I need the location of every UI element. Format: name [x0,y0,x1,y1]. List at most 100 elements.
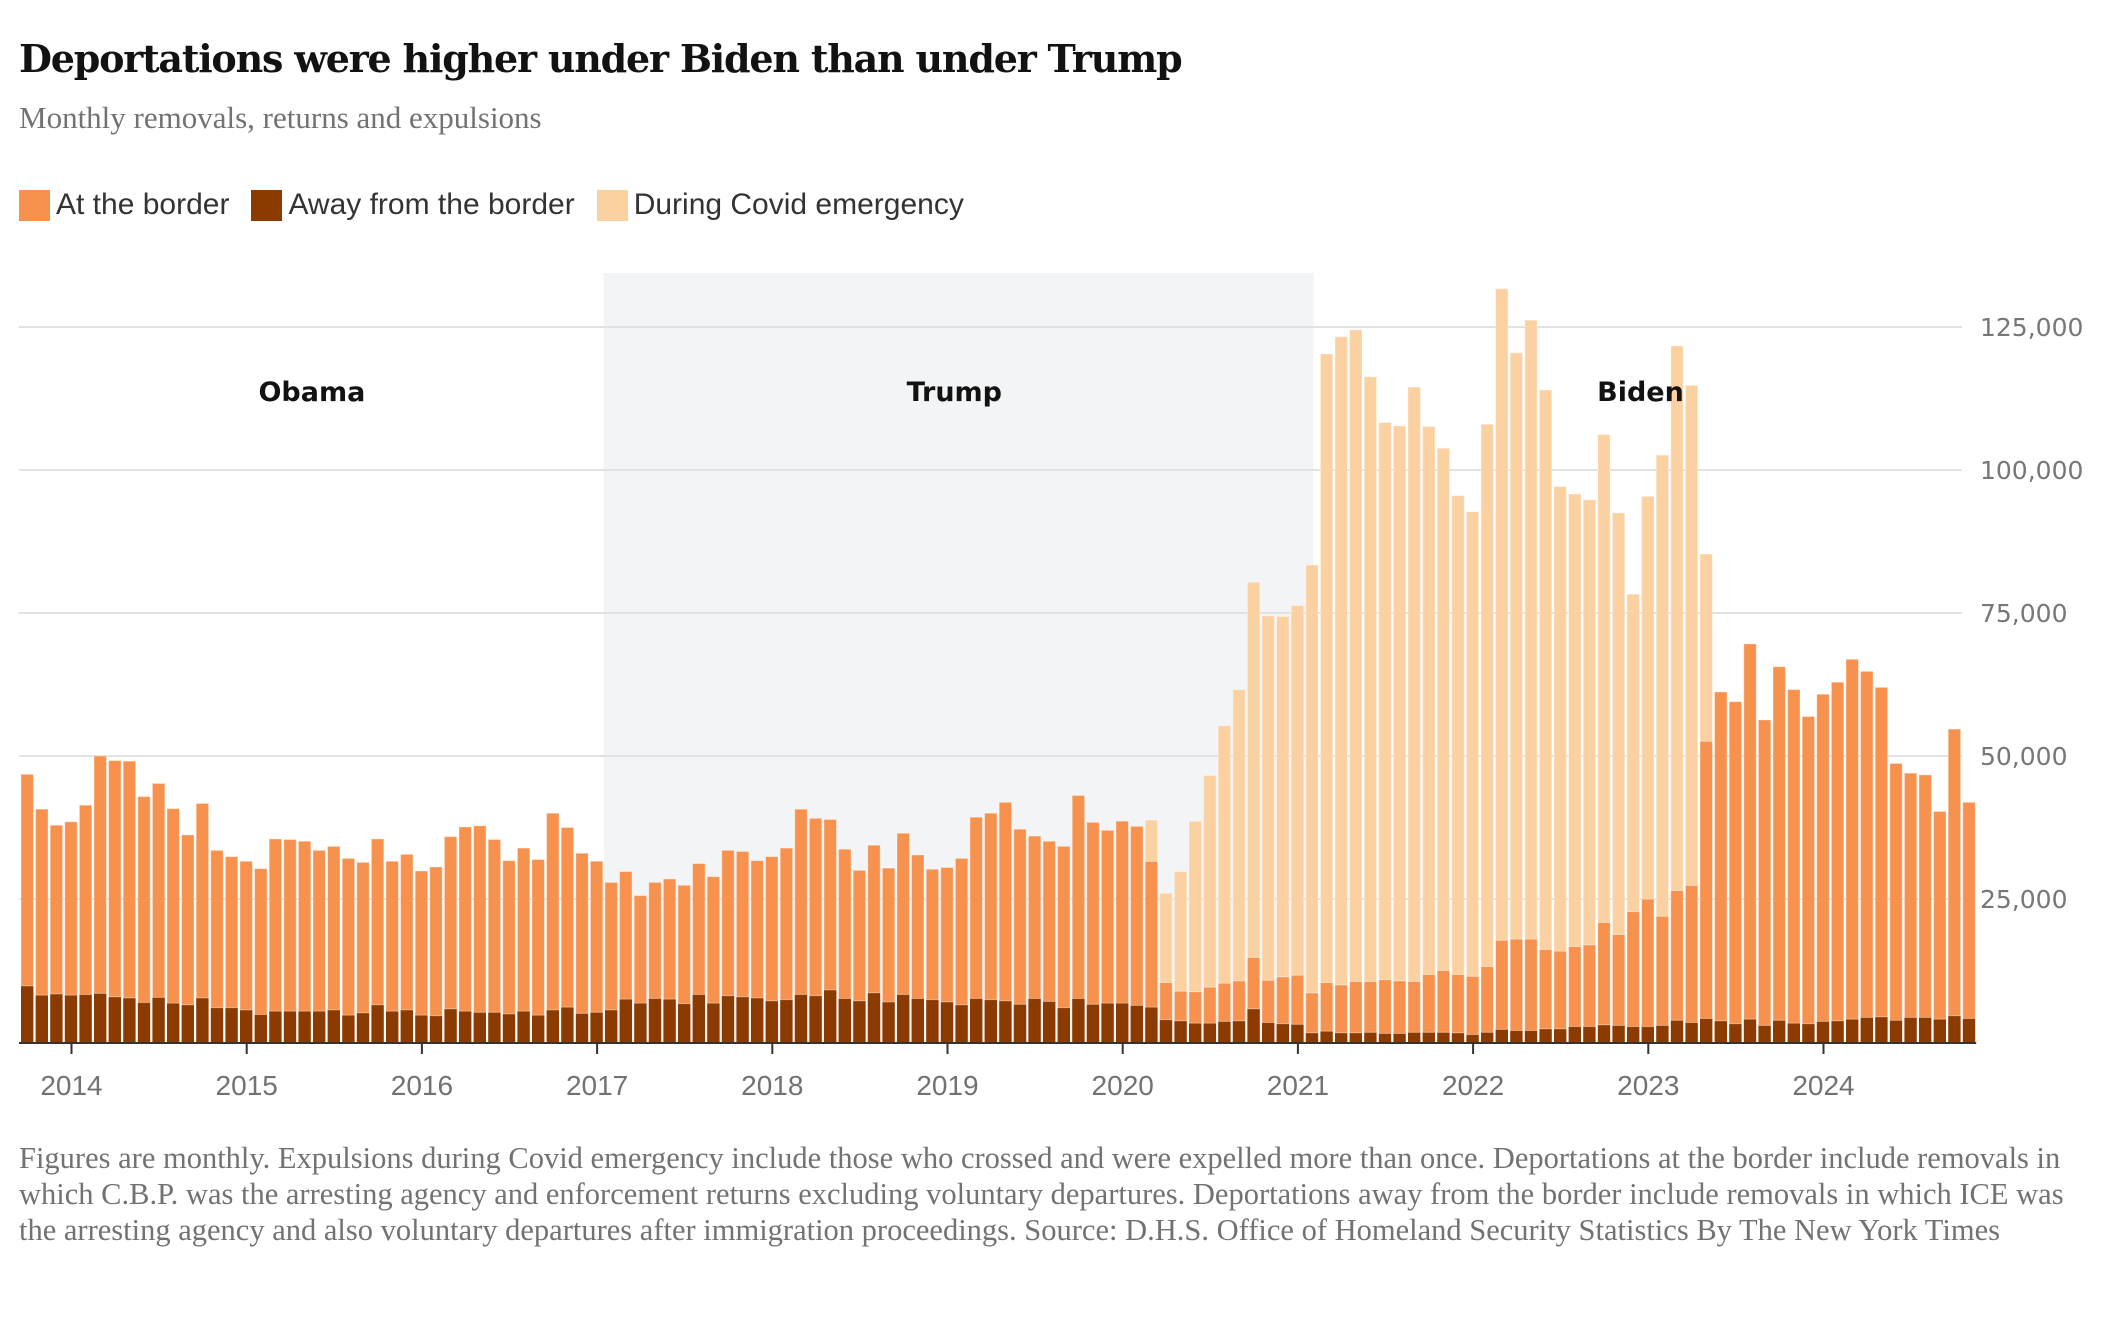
month-bar [1480,423,1494,1042]
bar-segment-away [517,1011,530,1042]
chart-subtitle: Monthly removals, returns and expulsions [19,100,542,135]
bar-segment-border [1728,701,1743,1025]
bar-segment-border [575,852,589,1014]
bar-segment-away [1378,1033,1392,1042]
bar-segment-away [765,1000,778,1042]
bar-segment-covid [1568,493,1582,947]
bar-segment-border [473,825,487,1013]
month-bar [1319,353,1334,1042]
bar-segment-away [386,1011,399,1042]
bar-segment-away [1554,1028,1567,1042]
bar-segment-away [1670,1020,1684,1042]
gridlines: 25,000 50,000 75,000 100,000 125,000 [19,313,2083,914]
month-bar [1465,511,1480,1042]
month-bar [1743,643,1757,1042]
bar-segment-border [108,760,122,998]
bar-segment-border [808,817,823,997]
bar-segment-away [1889,1020,1903,1042]
bar-segment-border [692,863,706,996]
bar-segment-away [1904,1017,1917,1042]
bar-segment-away [167,1003,180,1042]
bar-segment-covid [1611,512,1626,935]
era-label-trump: Trump [907,377,1002,408]
month-bar [838,848,852,1042]
bar-segment-covid [1480,423,1494,967]
month-bar [1787,689,1801,1042]
month-bar [1086,821,1100,1042]
bar-segment-border [1451,974,1465,1034]
bar-segment-covid [1232,689,1246,982]
bar-segment-covid [1684,384,1699,886]
bar-segment-away [1627,1026,1640,1042]
bar-segment-away [1422,1032,1435,1042]
x-tick-label: 2022 [1442,1070,1504,1101]
x-tick-label: 2020 [1092,1070,1154,1101]
bar-segment-border [268,838,283,1012]
bar-segment-border [1436,970,1451,1033]
bar-segment-covid [1173,871,1188,992]
month-bar [268,838,283,1042]
month-bar [1524,319,1538,1042]
month-bar [195,802,210,1042]
bar-segment-border [312,849,326,1012]
bar-segment-covid [1436,447,1451,972]
bar-segment-border [1714,691,1728,1022]
bar-segment-away [1758,1025,1771,1042]
bar-segment-border [735,851,750,998]
month-bar [954,857,969,1042]
month-bar [867,844,881,1042]
month-bar [1334,336,1348,1042]
bar-segment-border [1334,984,1348,1034]
bar-segment-border [327,845,341,1011]
bar-segment-away [108,996,121,1042]
y-tick-label: 25,000 [1980,885,2067,914]
bar-segment-away [1495,1029,1508,1042]
month-bar [78,804,93,1042]
chart-footnote: Figures are monthly. Expulsions during C… [19,1140,2099,1248]
bar-segment-border [1276,976,1290,1025]
month-bar [239,860,253,1042]
bar-segment-border [662,878,677,1000]
bar-segment-away [940,1001,954,1042]
bar-segment-away [1013,1004,1027,1042]
month-bar [327,845,341,1042]
bar-segment-covid [1363,376,1378,982]
bar-segment-border [1071,794,1086,1000]
month-bar [137,796,151,1042]
bar-segment-away [444,1008,457,1042]
month-bar [633,895,648,1042]
month-bar [93,755,107,1042]
bar-segment-border [1641,898,1655,1028]
bar-segment-away [1072,998,1085,1042]
footnote-text: Figures are monthly. Expulsions during C… [19,1141,2064,1247]
bar-segment-border [1787,689,1801,1024]
bar-segment-border [852,869,867,1002]
bar-segment-away [897,994,910,1042]
bar-segment-covid [1188,820,1202,993]
bar-segment-border [589,860,604,1013]
bar-segment-away [327,1009,340,1042]
legend-label-covid: During Covid emergency [633,188,964,221]
bar-segment-border [1057,845,1071,1009]
bar-segment-border [1743,643,1757,1020]
bar-segment-away [371,1004,384,1042]
month-bar [458,826,472,1042]
month-bar [1699,553,1713,1042]
bar-segment-border [1173,990,1188,1022]
bar-segment-border [297,840,312,1012]
bar-segment-border [1860,670,1874,1018]
month-bar [1261,615,1275,1042]
bar-segment-border [1363,980,1378,1033]
month-bar [1611,512,1626,1042]
bar-segment-covid [1203,774,1217,988]
x-tick-label: 2014 [40,1070,102,1101]
month-bar [1757,719,1772,1042]
chart-title: Deportations were higher under Biden tha… [19,36,1183,81]
month-bar [721,849,735,1042]
bar-segment-away [663,999,676,1042]
month-bar [341,857,356,1042]
bar-segment-away [283,1011,297,1042]
bar-segment-away [1043,1001,1056,1042]
bar-segment-away [1364,1032,1377,1042]
